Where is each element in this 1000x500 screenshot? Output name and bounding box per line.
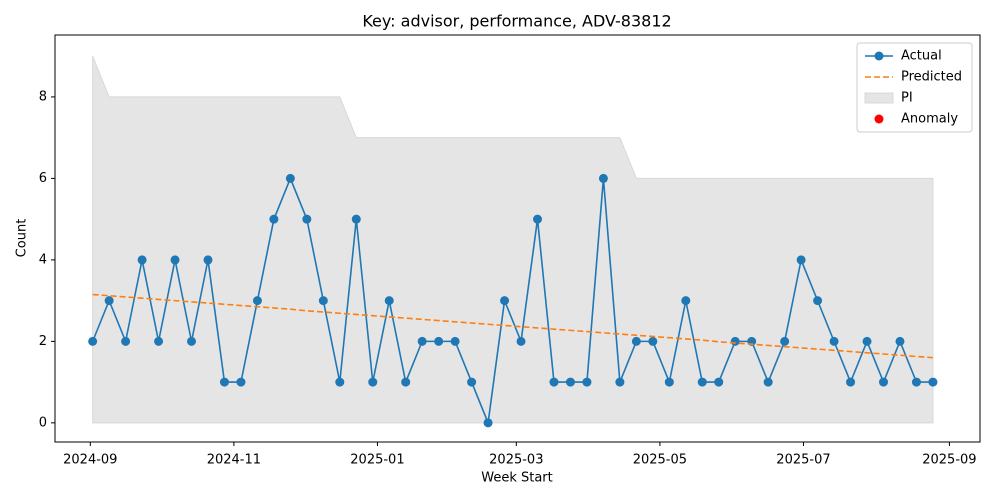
y-tick-label: 0 [39,415,47,430]
data-point [302,214,312,224]
data-point [533,214,543,224]
x-axis-label: Week Start [481,471,553,486]
data-point [285,173,295,183]
data-point [565,377,575,387]
data-point [450,336,460,346]
data-point [862,336,872,346]
x-tick-label: 2024-09 [63,453,117,468]
chart-title: Key: advisor, performance, ADV-83812 [362,12,671,31]
data-point [846,377,856,387]
data-point [878,377,888,387]
data-point [137,255,147,265]
plot-frame [54,34,981,443]
data-point [252,296,262,306]
x-tick-label: 2024-11 [207,453,261,468]
data-point [582,377,592,387]
y-tick-label: 6 [39,171,47,186]
data-point [187,336,197,346]
data-point [219,377,229,387]
data-point [615,377,625,387]
legend-box [856,42,973,133]
legend-swatch [874,51,884,61]
legend-swatch [874,114,884,124]
x-tick-label: 2025-01 [350,453,404,468]
y-tick-label: 8 [39,89,47,104]
data-point [335,377,345,387]
y-tick-label: 4 [39,252,47,267]
data-point [368,377,378,387]
x-tick-label: 2025-03 [489,453,543,468]
data-point [434,336,444,346]
data-point [88,336,98,346]
legend: Actual Predicted PI Anomaly [856,42,973,133]
y-axis-label: Count [15,219,30,258]
data-point [780,336,790,346]
legend-swatch [864,92,894,104]
y-tick-label: 2 [39,334,47,349]
data-point [384,296,394,306]
data-point [631,336,641,346]
data-point [467,377,477,387]
data-point [895,336,905,346]
data-point [598,173,608,183]
data-point [697,377,707,387]
data-point [796,255,806,265]
data-point [549,377,559,387]
x-tick-label: 2025-09 [922,453,976,468]
legend-label: Anomaly [901,112,958,127]
data-point [730,336,740,346]
data-point [351,214,361,224]
data-point [763,377,773,387]
legend-label: Actual [901,49,942,64]
data-point [318,296,328,306]
data-point [203,255,213,265]
data-point [681,296,691,306]
data-point [154,336,164,346]
x-tick-label: 2025-05 [633,453,687,468]
data-point [664,377,674,387]
data-point [500,296,510,306]
series-line [91,176,933,426]
series-line [92,293,933,359]
data-point [170,255,180,265]
legend-label: PI [901,91,913,106]
data-point [829,336,839,346]
data-point [401,377,411,387]
data-point [236,377,246,387]
data-point [928,377,938,387]
data-point [483,418,493,428]
data-point [269,214,279,224]
data-point [121,336,131,346]
data-point [911,377,921,387]
data-point [516,336,526,346]
data-point [714,377,724,387]
data-point [813,296,823,306]
x-tick-label: 2025-07 [776,453,830,468]
legend-label: Predicted [901,70,962,85]
data-point [648,336,658,346]
data-point [417,336,427,346]
prediction-interval [92,55,934,424]
data-point [104,296,114,306]
